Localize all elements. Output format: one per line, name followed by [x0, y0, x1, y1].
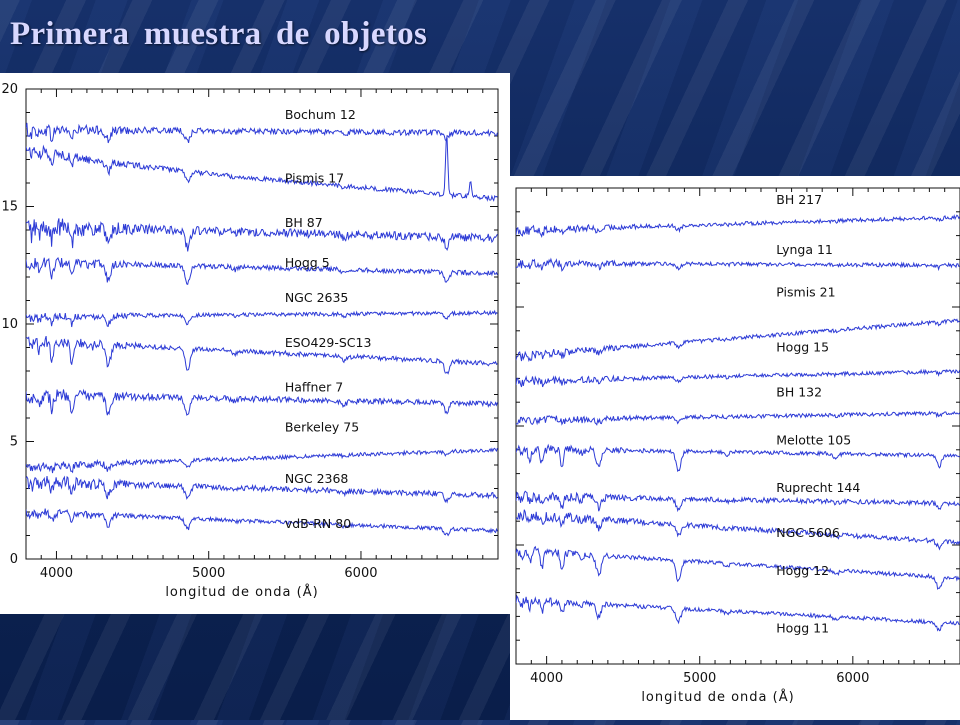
- spectrum-line-hogg-15: [516, 368, 960, 388]
- series-label-bochum-12: Bochum 12: [285, 107, 356, 122]
- slide-title: Primera muestra de objetos: [10, 16, 428, 52]
- spectra-panel-left: 4000 5000 6000 0 5 10 15 20 longitud de onda (Å)…: [0, 73, 510, 614]
- series-label-pismis-21: Pismis 21: [776, 285, 835, 300]
- spectrum-line-bh-217: [516, 214, 960, 238]
- left-x-tick-label: 6000: [344, 566, 377, 581]
- left-x-axis-label: longitud de onda (Å): [165, 584, 318, 600]
- series-label-pismis-17: Pismis 17: [285, 170, 344, 185]
- series-label-ngc-5606: NGC 5606: [776, 525, 840, 540]
- right-x-tick-label: 6000: [836, 671, 869, 686]
- left-x-tick-label: 4000: [40, 566, 73, 581]
- left-y-tick-label: 15: [1, 200, 18, 215]
- spectrum-line-ngc-2635: [26, 309, 498, 328]
- spectrum-line-ngc-5606: [516, 509, 960, 551]
- spectrum-line-hogg-11: [516, 594, 960, 632]
- spectrum-line-pismis-21: [516, 318, 960, 363]
- spectrum-line-bh-87: [26, 218, 498, 252]
- left-y-tick-label: 10: [1, 317, 18, 332]
- right-x-tick-label: 5000: [683, 671, 716, 686]
- spectrum-line-lynga-11: [516, 257, 960, 272]
- spectrum-line-vdb-rn-80: [26, 508, 498, 537]
- series-label-ngc-2635: NGC 2635: [285, 290, 349, 305]
- series-label-bh-87: BH 87: [285, 215, 323, 230]
- left-y-tick-label: 20: [1, 82, 18, 97]
- spectra-chart-right: 4000500060000longitud de onda (Å)BH 217L…: [500, 187, 960, 705]
- series-label-hogg-12: Hogg 12: [776, 563, 829, 578]
- spectrum-line-hogg-5: [26, 257, 498, 285]
- series-label-haffner-7: Haffner 7: [285, 379, 343, 394]
- spectrum-line-haffner-7: [26, 388, 498, 416]
- series-label-lynga-11: Lynga 11: [776, 242, 833, 257]
- series-label-eso429-sc13: ESO429-SC13: [285, 335, 372, 350]
- spectrum-line-hogg-12: [516, 545, 960, 590]
- right-x-tick-label: 4000: [530, 671, 563, 686]
- spectrum-line-eso429-sc13: [26, 335, 498, 375]
- left-y-tick-label: 5: [10, 435, 18, 450]
- left-y-tick-label: 0: [10, 552, 18, 567]
- left-x-tick-label: 5000: [192, 566, 225, 581]
- series-label-hogg-5: Hogg 5: [285, 255, 330, 270]
- series-label-ruprecht-144: Ruprecht 144: [776, 480, 860, 495]
- series-label-ngc-2368: NGC 2368: [285, 471, 349, 486]
- spectrum-line-melotte-105: [516, 443, 960, 473]
- right-plot-frame: [515, 187, 960, 665]
- spectrum-line-ruprecht-144: [516, 490, 960, 513]
- right-x-axis-label: longitud de onda (Å): [641, 689, 794, 705]
- series-label-bh-217: BH 217: [776, 192, 822, 207]
- spectrum-line-ngc-2368: [26, 475, 498, 504]
- spectrum-line-bh-132: [516, 410, 960, 426]
- spectra-chart-left: 4000 5000 6000 0 5 10 15 20 longitud de onda (Å)…: [1, 82, 499, 600]
- series-label-bh-132: BH 132: [776, 385, 822, 400]
- spectrum-line-bochum-12: [26, 122, 498, 144]
- series-label-hogg-11: Hogg 11: [776, 620, 829, 635]
- series-label-berkeley-75: Berkeley 75: [285, 419, 359, 434]
- spectrum-line-berkeley-75: [26, 447, 498, 474]
- series-label-vdb-rn-80: vdB-RN 80: [285, 516, 351, 531]
- spectra-panel-right: 4000500060000longitud de onda (Å)BH 217L…: [500, 176, 960, 720]
- series-label-melotte-105: Melotte 105: [776, 432, 851, 447]
- spectrum-line-pismis-17: [26, 136, 498, 202]
- series-label-hogg-15: Hogg 15: [776, 339, 829, 354]
